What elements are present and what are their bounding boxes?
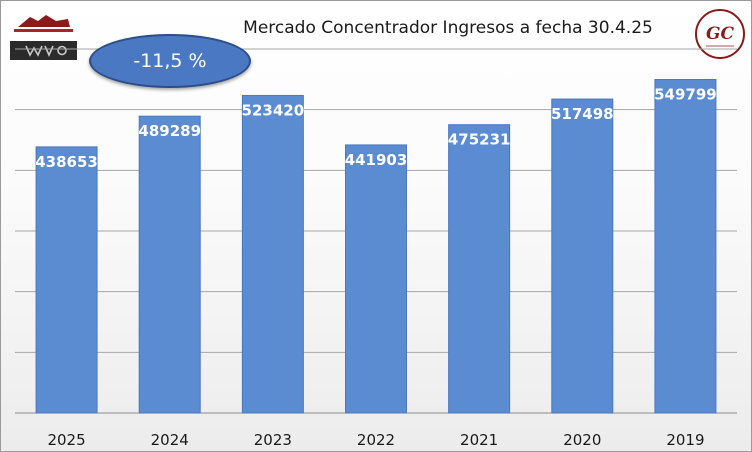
bar-value-label: 523420 bbox=[242, 101, 305, 119]
x-tick-label: 2022 bbox=[357, 431, 395, 449]
bar-value-label: 438653 bbox=[35, 153, 98, 171]
bar-value-label: 489289 bbox=[138, 122, 201, 140]
x-tick-label: 2019 bbox=[666, 431, 704, 449]
bar-value-label: 441903 bbox=[345, 151, 408, 169]
bar bbox=[35, 146, 98, 414]
percent-change-badge: -11,5 % bbox=[89, 34, 251, 88]
x-tick-label: 2020 bbox=[563, 431, 601, 449]
red-brand-logo bbox=[10, 9, 77, 36]
x-tick-label: 2023 bbox=[254, 431, 292, 449]
bar bbox=[448, 124, 511, 414]
bar-value-label: 549799 bbox=[654, 85, 717, 103]
bar-value-label: 475231 bbox=[448, 131, 511, 149]
chart-title: Mercado Concentrador Ingresos a fecha 30… bbox=[243, 18, 653, 38]
percent-change-text: -11,5 % bbox=[133, 50, 207, 72]
gc-logo-text: GC bbox=[706, 24, 735, 44]
x-tick-label: 2021 bbox=[460, 431, 498, 449]
x-tick-label: 2024 bbox=[151, 431, 189, 449]
bar bbox=[345, 144, 407, 414]
gc-logo: GC bbox=[695, 9, 745, 59]
bar bbox=[138, 115, 201, 414]
x-tick-label: 2025 bbox=[47, 431, 85, 449]
wvo-logo bbox=[10, 41, 77, 60]
bar bbox=[654, 78, 717, 414]
bar bbox=[241, 94, 304, 414]
bar-value-label: 517498 bbox=[551, 105, 614, 123]
bar bbox=[551, 98, 614, 414]
